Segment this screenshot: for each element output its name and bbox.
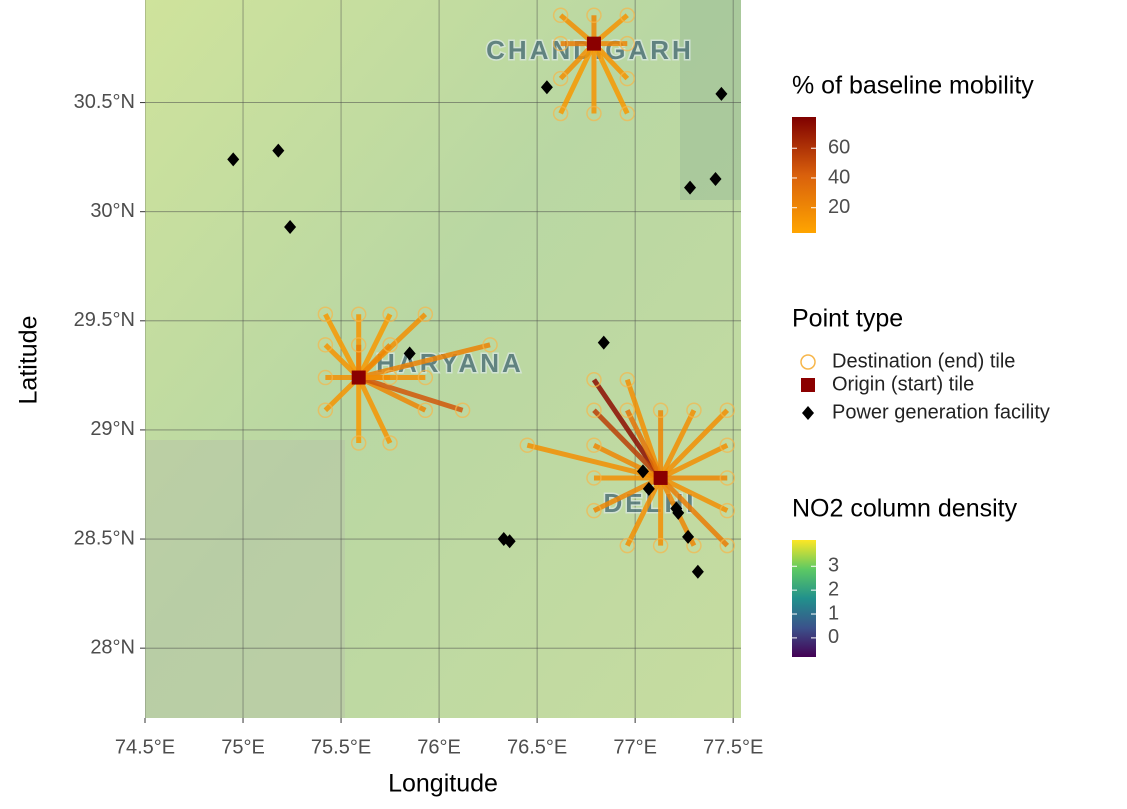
x-tick-label: 76°E xyxy=(417,736,461,758)
y-axis-title: Latitude xyxy=(15,316,43,405)
legend-title: Point type xyxy=(792,305,903,333)
legend-label: Power generation facility xyxy=(832,401,1050,423)
x-tick-label: 74.5°E xyxy=(115,736,175,758)
y-tick-label: 29°N xyxy=(90,418,135,440)
colorbar-label: 1 xyxy=(828,602,839,624)
colorbar-label: 20 xyxy=(828,196,850,218)
y-tick-label: 29.5°N xyxy=(74,309,135,331)
legend-symbol xyxy=(801,378,815,392)
y-tick-label: 28°N xyxy=(90,636,135,658)
origin-point xyxy=(352,371,366,385)
x-tick-label: 75°E xyxy=(221,736,265,758)
legend-label: Origin (start) tile xyxy=(832,373,974,395)
colorbar-label: 60 xyxy=(828,137,850,159)
y-tick-label: 30°N xyxy=(90,200,135,222)
y-tick-label: 28.5°N xyxy=(74,527,135,549)
legend-title: NO2 column density xyxy=(792,495,1018,523)
x-tick-label: 77°E xyxy=(613,736,657,758)
terrain-shade xyxy=(145,440,345,718)
x-tick-label: 75.5°E xyxy=(311,736,371,758)
colorbar xyxy=(792,540,816,657)
colorbar-label: 3 xyxy=(828,555,839,577)
y-tick-label: 30.5°N xyxy=(74,91,135,113)
origin-point xyxy=(654,471,668,485)
colorbar-label: 40 xyxy=(828,166,850,188)
origin-point xyxy=(587,37,601,51)
x-tick-label: 77.5°E xyxy=(703,736,763,758)
colorbar-label: 0 xyxy=(828,626,839,648)
x-axis-title: Longitude xyxy=(388,770,498,798)
chart: CHANDIGARHHARYANADELHI 74.5°E75°E75.5°E7… xyxy=(0,0,1127,804)
legend-title: % of baseline mobility xyxy=(792,72,1034,100)
legend-symbol xyxy=(801,355,815,369)
terrain-shade xyxy=(680,0,741,200)
x-tick-label: 76.5°E xyxy=(507,736,567,758)
legend-label: Destination (end) tile xyxy=(832,350,1015,372)
colorbar xyxy=(792,117,816,233)
colorbar-label: 2 xyxy=(828,578,839,600)
legend-symbol xyxy=(802,406,814,420)
